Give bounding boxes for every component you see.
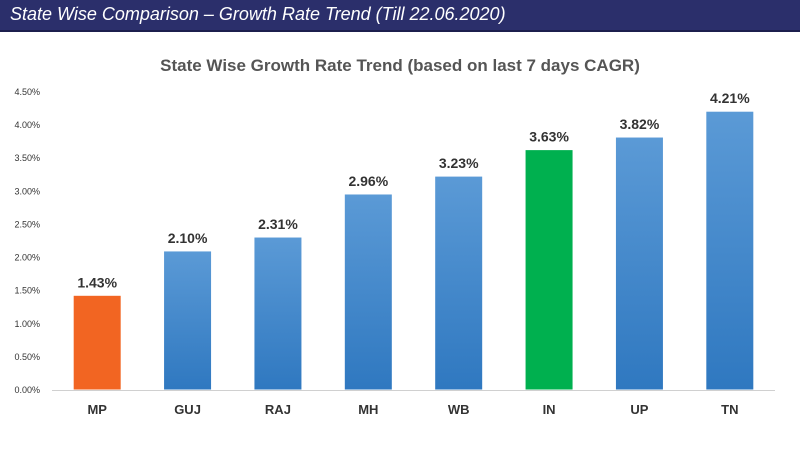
x-tick-label: MH: [358, 402, 378, 417]
bars: 1.43% 2.10% 2.31% 2.96% 3.23% 3.63% 3.82% 4.21%: [72, 90, 755, 391]
y-axis: 0.00% 0.50% 1.00% 1.50% 2.00% 2.50% 3.00% 3.50%…: [14, 87, 40, 395]
y-tick-label: 2.00%: [14, 253, 40, 263]
y-tick-label: 1.00%: [14, 319, 40, 329]
y-tick-label: 3.50%: [14, 153, 40, 163]
data-label: 4.21%: [710, 90, 750, 106]
x-tick-label: UP: [630, 402, 648, 417]
bar-up: [614, 136, 664, 391]
bar-raj: [253, 236, 303, 391]
x-tick-label: RAJ: [265, 402, 291, 417]
x-tick-label: IN: [543, 402, 556, 417]
x-tick-label: WB: [448, 402, 470, 417]
x-tick-label: TN: [721, 402, 738, 417]
x-tick-label: MP: [87, 402, 107, 417]
bar-guj: [163, 250, 213, 391]
bar-tn: [705, 110, 755, 391]
data-label: 1.43%: [77, 274, 117, 290]
data-label: 2.96%: [348, 173, 388, 189]
data-label: 2.10%: [168, 230, 208, 246]
bar-mp: [72, 294, 122, 391]
y-tick-label: 1.50%: [14, 286, 40, 296]
x-tick-label: GUJ: [174, 402, 201, 417]
y-tick-label: 4.00%: [14, 120, 40, 130]
y-tick-label: 0.50%: [14, 352, 40, 362]
bar-mh: [343, 193, 393, 391]
data-label: 3.63%: [529, 129, 569, 145]
bar-wb: [434, 175, 484, 391]
header-title: State Wise Comparison – Growth Rate Tren…: [10, 4, 506, 24]
y-tick-label: 4.50%: [14, 87, 40, 97]
y-tick-label: 0.00%: [14, 385, 40, 395]
data-label: 3.82%: [620, 116, 660, 132]
y-tick-label: 2.50%: [14, 219, 40, 229]
y-tick-label: 3.00%: [14, 186, 40, 196]
chart-title: State Wise Growth Rate Trend (based on l…: [160, 56, 640, 75]
data-label: 3.23%: [439, 155, 479, 171]
x-axis: MP GUJ RAJ MH WB IN UP TN: [52, 390, 775, 417]
data-label: 2.31%: [258, 216, 298, 232]
bar-in: [524, 149, 574, 391]
header-banner: State Wise Comparison – Growth Rate Tren…: [0, 0, 800, 32]
